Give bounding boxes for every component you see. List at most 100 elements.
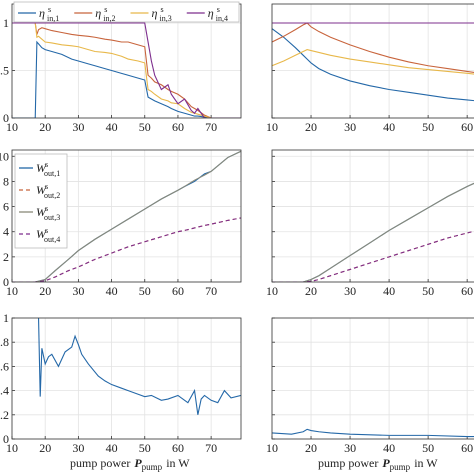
y-tick-label: 10 <box>0 149 9 163</box>
x-tick-label: 20 <box>39 441 51 455</box>
y-tick-label: 1 <box>3 311 9 325</box>
y-tick-label: 0.5 <box>0 64 9 78</box>
y-tick-label: 8 <box>3 174 9 188</box>
series-line <box>272 230 474 282</box>
x-tick-label: 10 <box>266 284 278 298</box>
x-tick-label: 40 <box>383 441 395 455</box>
y-tick-label: 0.8 <box>0 335 9 349</box>
legend-symbol: W <box>36 183 47 197</box>
x-axis-label-text: pump power <box>70 456 130 470</box>
x-tick-label: 50 <box>139 284 151 298</box>
plot-background <box>12 318 241 439</box>
x-tick-label: 30 <box>72 441 84 455</box>
y-tick-label: 0 <box>3 432 9 446</box>
legend-subscript: out,4 <box>44 235 60 244</box>
legend-label: Ws out,3 <box>36 204 60 222</box>
y-tick-label: 0.2 <box>0 408 9 422</box>
y-tick-label: 0.4 <box>0 384 9 398</box>
legend-superscript: s <box>45 204 48 213</box>
legend-label: Ws out,4 <box>36 226 60 244</box>
y-tick-label: 1 <box>3 16 9 30</box>
series-line <box>12 22 241 118</box>
plot-frame <box>271 3 474 119</box>
y-tick-label: 4 <box>3 225 9 239</box>
x-tick-label: 40 <box>106 120 118 134</box>
x-tick-label: 50 <box>422 284 434 298</box>
plot-background <box>272 4 474 118</box>
series-line <box>12 22 241 118</box>
y-tick-label: 0 <box>3 275 9 289</box>
legend-superscript: s <box>48 5 51 14</box>
legend-symbol: η <box>208 6 214 20</box>
legend-subscript: out,1 <box>44 169 60 178</box>
y-tick-label: 0 <box>3 111 9 125</box>
x-axis-label-unit: in W <box>414 456 438 470</box>
legend-label: η s in,1 <box>39 5 59 23</box>
legend-symbol: η <box>39 6 45 20</box>
x-axis-label-subscript: pump <box>142 462 163 472</box>
x-tick-label: 50 <box>139 441 151 455</box>
x-tick-label: 10 <box>266 120 278 134</box>
x-tick-label: 20 <box>305 284 317 298</box>
x-tick-label: 20 <box>39 284 51 298</box>
legend-subscript: in,1 <box>47 14 59 23</box>
y-tick-label: 6 <box>3 200 9 214</box>
x-tick-label: 10 <box>6 284 18 298</box>
legend-superscript: s <box>104 5 107 14</box>
series-line <box>12 40 241 118</box>
legend-subscript: in,4 <box>216 14 228 23</box>
legend-label: η s in,3 <box>152 5 172 23</box>
x-tick-label: 30 <box>72 120 84 134</box>
legend-symbol: η <box>95 6 101 20</box>
legend-symbol: W <box>36 205 47 219</box>
x-tick-label: 50 <box>422 120 434 134</box>
x-axis-label-text: pump power <box>318 456 378 470</box>
legend-subscript: in,2 <box>103 14 115 23</box>
legend-superscript: s <box>217 5 220 14</box>
x-tick-label: 40 <box>383 284 395 298</box>
y-tick-label: 0.6 <box>0 359 9 373</box>
legend-subscript: in,3 <box>160 14 172 23</box>
series-line <box>272 182 474 282</box>
x-tick-label: 50 <box>139 120 151 134</box>
legend-superscript: s <box>161 5 164 14</box>
series-line <box>272 22 474 74</box>
legend-label: Ws out,1 <box>36 160 60 178</box>
y-tick-label: 2 <box>3 250 9 264</box>
legend-symbol: η <box>152 6 158 20</box>
plot-background <box>272 318 474 439</box>
x-tick-label: 20 <box>305 441 317 455</box>
x-tick-label: 20 <box>305 120 317 134</box>
x-tick-label: 60 <box>172 441 184 455</box>
x-axis-label-subscript: pump <box>390 462 411 472</box>
x-tick-label: 20 <box>39 120 51 134</box>
legend-label: Ws out,2 <box>36 182 60 200</box>
legend-label: η s in,4 <box>208 5 228 23</box>
x-tick-label: 40 <box>106 284 118 298</box>
series-line <box>272 49 474 75</box>
x-axis-label-symbol: P <box>134 456 142 470</box>
x-tick-label: 30 <box>344 120 356 134</box>
x-tick-label: 10 <box>266 441 278 455</box>
x-tick-label: 60 <box>461 284 473 298</box>
x-axis-label: pump power Ppump in W <box>70 456 190 472</box>
legend-superscript: s <box>45 182 48 191</box>
x-tick-label: 40 <box>383 120 395 134</box>
x-tick-label: 30 <box>344 284 356 298</box>
x-axis-label-symbol: P <box>382 456 390 470</box>
x-tick-label: 30 <box>72 284 84 298</box>
series-line <box>12 150 241 282</box>
x-tick-label: 30 <box>344 441 356 455</box>
plot-frame <box>11 149 242 283</box>
plot-frame <box>11 317 242 440</box>
plot-background <box>272 150 474 282</box>
legend-label: η s in,2 <box>95 5 115 23</box>
series-line <box>12 217 241 282</box>
legend-superscript: s <box>45 160 48 169</box>
x-tick-label: 40 <box>106 441 118 455</box>
x-tick-label: 60 <box>172 284 184 298</box>
x-axis-label: pump power Ppump in W <box>318 456 438 472</box>
x-axis-label-unit: in W <box>166 456 190 470</box>
x-tick-label: 10 <box>6 441 18 455</box>
legend-subscript: out,2 <box>44 191 60 200</box>
